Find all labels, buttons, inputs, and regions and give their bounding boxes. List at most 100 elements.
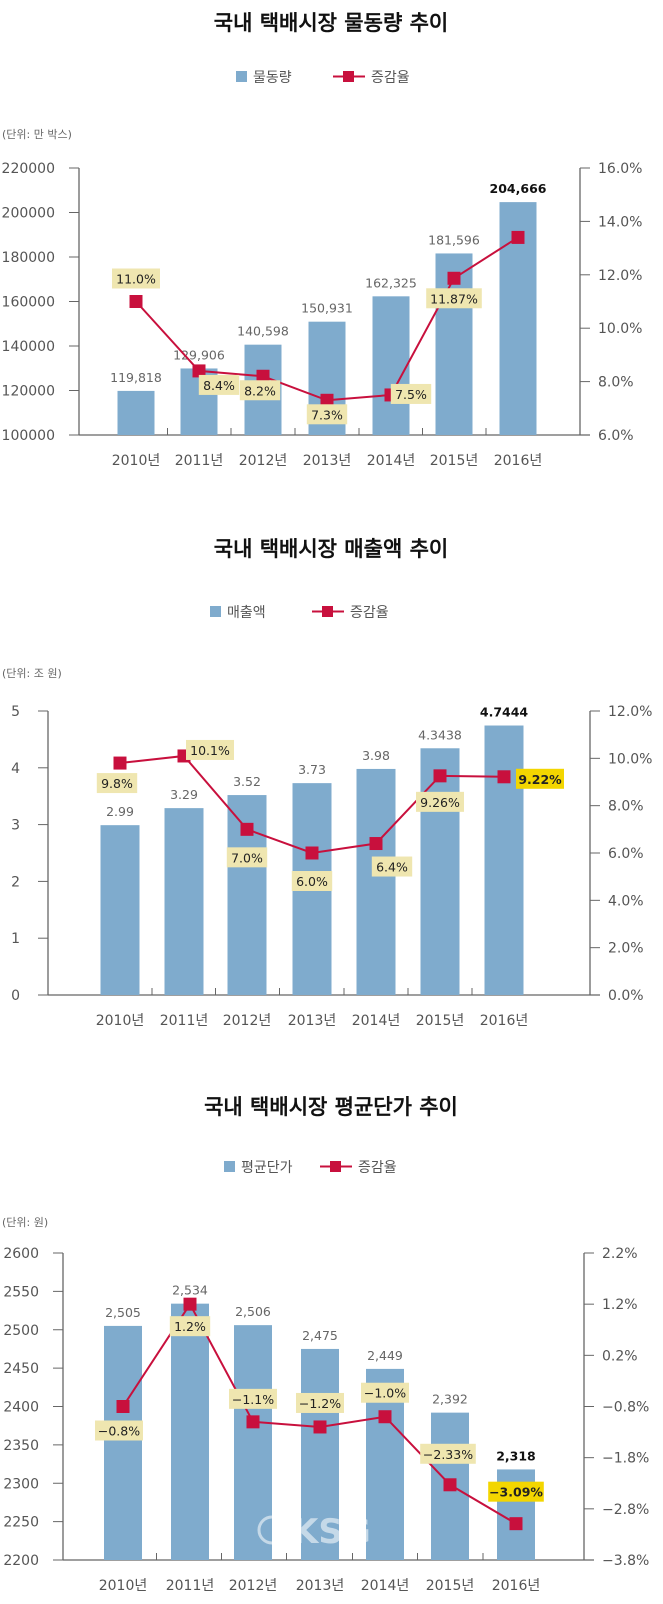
right-tick-label: 16.0% (598, 161, 642, 177)
x-tick-label: 2013년 (303, 453, 352, 469)
bar-value-label: 2,392 (432, 1392, 468, 1407)
bar-value-label: 4.7444 (480, 705, 529, 720)
rate-marker (443, 1478, 457, 1492)
watermark-wheel-icon (257, 1515, 287, 1545)
legend-marker-icon (322, 606, 333, 617)
rate-label-box (95, 1420, 143, 1441)
right-tick-label: −0.8% (602, 1400, 649, 1416)
rate-markers (129, 230, 525, 407)
bar-value-label: 119,818 (110, 370, 162, 385)
bar (171, 1303, 209, 1560)
rate-label: −1.1% (232, 1392, 274, 1407)
rate-label-box (371, 856, 413, 877)
left-tick-label: 2350 (3, 1438, 39, 1454)
watermark-logo: KSG (257, 1512, 371, 1552)
left-tick-label: 4 (11, 761, 20, 777)
bar-value-label: 2.99 (106, 804, 134, 819)
x-tick-label: 2011년 (166, 1578, 215, 1594)
legend-line-label: 증감율 (358, 1160, 397, 1176)
rate-label: 9.22% (518, 772, 562, 787)
rate-marker (320, 393, 334, 407)
bar (104, 1325, 142, 1560)
legend-line-label: 증감율 (371, 70, 410, 86)
left-tick-label: 2200 (3, 1553, 39, 1569)
rate-label-box (169, 1316, 211, 1337)
legend-bar-swatch (210, 606, 221, 617)
unit-label: (단위: 만 박스) (2, 128, 72, 141)
rate-marker (113, 756, 127, 770)
rate-label: 8.2% (244, 383, 276, 398)
left-tick-label: 1 (11, 931, 20, 947)
rate-label: −3.09% (489, 1485, 543, 1500)
right-tick-label: 0.2% (602, 1348, 638, 1364)
chart-title: 국내 택배시장 매출액 추이 (214, 537, 448, 561)
chart-title: 국내 택배시장 평균단가 추이 (204, 1095, 458, 1119)
unit-label: (단위: 조 원) (2, 667, 62, 680)
left-tick-label: 3 (11, 818, 20, 834)
right-tick-label: 12.0% (598, 268, 642, 284)
bar (117, 390, 155, 435)
rate-marker (433, 769, 447, 783)
rate-label-box (112, 268, 160, 289)
axes: 2600 2550 2500 2450 2400 2350 2300 2250 2200 2.2%… (3, 1246, 649, 1569)
left-tick-label: 2250 (3, 1515, 39, 1531)
right-tick-label: 8.0% (598, 375, 634, 391)
rate-label-box (291, 871, 333, 891)
bar-value-label: 2,505 (105, 1305, 141, 1320)
right-tick-label: 10.0% (598, 321, 642, 337)
rate-label-box (296, 1392, 344, 1413)
rate-label-box (239, 380, 281, 401)
x-tick-label: 2015년 (416, 1013, 465, 1029)
rate-marker (497, 770, 511, 784)
rate-label-box (226, 847, 268, 868)
legend: 매출액 증감율 (210, 605, 389, 621)
rate-marker (313, 1420, 327, 1434)
left-tick-label: 2600 (3, 1246, 39, 1262)
left-tick-label: 120000 (2, 384, 55, 400)
rate-marker (192, 364, 206, 378)
rate-label: −1.0% (364, 1386, 406, 1401)
x-tick-label: 2014년 (352, 1013, 401, 1029)
rate-markers (116, 1297, 523, 1531)
left-tick-label: 2500 (3, 1323, 39, 1339)
rate-label-box (306, 404, 348, 425)
rate-marker (240, 822, 254, 836)
bar (234, 1325, 272, 1560)
rate-label: 10.1% (190, 743, 230, 758)
rate-marker (378, 1410, 392, 1424)
right-tick-label: 2.2% (602, 1246, 638, 1262)
rate-label-box (198, 374, 240, 395)
left-tick-label: 2450 (3, 1361, 39, 1377)
rate-marker (447, 271, 461, 285)
bar (484, 725, 524, 995)
x-tick-label: 2010년 (99, 1578, 148, 1594)
x-tick-label: 2015년 (426, 1578, 475, 1594)
rate-label-box (390, 383, 432, 404)
x-tick-label: 2010년 (112, 453, 161, 469)
x-tick-label: 2013년 (288, 1013, 337, 1029)
bar-value-label: 3.29 (170, 787, 198, 802)
right-tick-label: −1.8% (602, 1451, 649, 1467)
unit-label: (단위: 원) (2, 1216, 48, 1229)
bar (372, 296, 410, 435)
bar-value-label: 2,449 (367, 1348, 403, 1363)
rate-label: 11.0% (116, 272, 156, 287)
rate-label: −0.8% (98, 1424, 140, 1439)
bar (420, 748, 460, 995)
bar (356, 768, 396, 995)
rate-marker (183, 1297, 197, 1311)
legend: 물동량 증감율 (236, 70, 410, 86)
rate-marker (369, 837, 383, 851)
rate-label-box (186, 739, 234, 760)
rate-label: 9.26% (420, 795, 460, 810)
bar-value-label: 2,506 (235, 1304, 271, 1319)
bar-value-label: 204,666 (490, 181, 547, 196)
x-tick-label: 2012년 (229, 1578, 278, 1594)
axes: 220000 200000 180000 160000 140000 120000 1000… (2, 161, 643, 444)
x-tick-label: 2013년 (296, 1578, 345, 1594)
rate-marker (511, 230, 525, 244)
rate-label-box (488, 1481, 544, 1502)
rate-marker (129, 295, 143, 308)
